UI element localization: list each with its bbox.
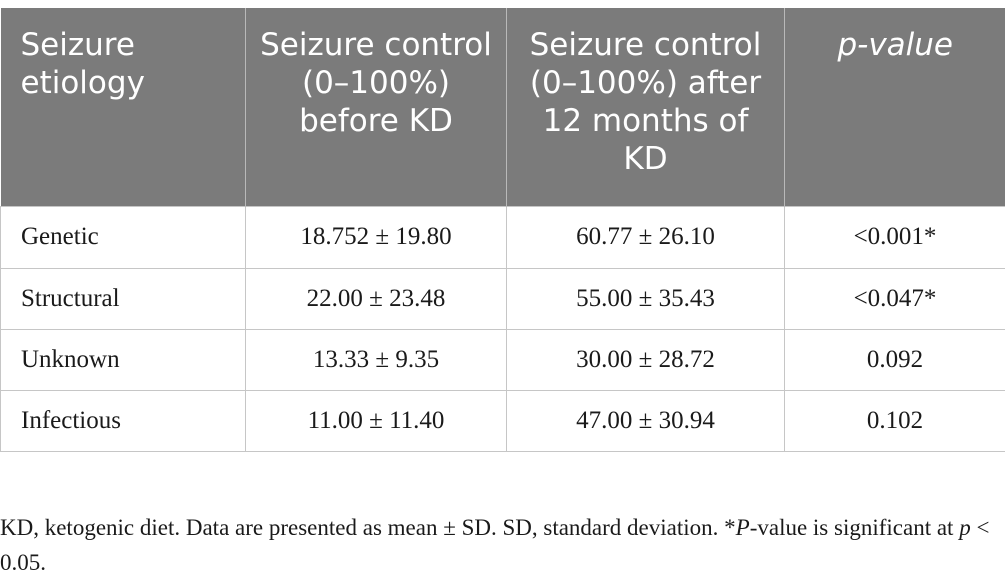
cell-before: 22.00 ± 23.48 bbox=[245, 267, 507, 330]
cell-after: 60.77 ± 26.10 bbox=[506, 205, 785, 269]
cell-before: 11.00 ± 11.40 bbox=[245, 389, 507, 452]
cell-etiology: Structural bbox=[0, 267, 246, 330]
table-header: Seizure etiology Seizure control (0–100%… bbox=[0, 8, 1005, 206]
table-body: Genetic 18.752 ± 19.80 60.77 ± 26.10 <0.… bbox=[0, 205, 1005, 452]
cell-p-value: <0.001* bbox=[784, 205, 1005, 269]
data-table-container: Seizure etiology Seizure control (0–100%… bbox=[0, 8, 1005, 452]
header-control-after: Seizure control (0–100%) after 12 months… bbox=[506, 8, 785, 206]
cell-after: 55.00 ± 35.43 bbox=[506, 267, 785, 330]
cell-etiology: Unknown bbox=[0, 328, 246, 391]
table-row: Genetic 18.752 ± 19.80 60.77 ± 26.10 <0.… bbox=[0, 205, 1005, 269]
table-row: Structural 22.00 ± 23.48 55.00 ± 35.43 <… bbox=[0, 267, 1005, 330]
cell-before: 18.752 ± 19.80 bbox=[245, 205, 507, 269]
footnote-text-3: < 0.05. bbox=[0, 515, 990, 575]
header-control-before: Seizure control (0–100%) before KD bbox=[245, 8, 507, 206]
cell-etiology: Genetic bbox=[0, 205, 246, 269]
header-p-value: p-value bbox=[784, 8, 1005, 206]
header-row: Seizure etiology Seizure control (0–100%… bbox=[0, 8, 1005, 206]
footnote-text-2: -value is significant at bbox=[749, 515, 960, 540]
cell-p-value: 0.102 bbox=[784, 389, 1005, 452]
footnote-p-lower: p bbox=[959, 515, 971, 540]
cell-p-value: <0.047* bbox=[784, 267, 1005, 330]
table-row: Infectious 11.00 ± 11.40 47.00 ± 30.94 0… bbox=[0, 389, 1005, 452]
table-row: Unknown 13.33 ± 9.35 30.00 ± 28.72 0.092 bbox=[0, 328, 1005, 391]
header-seizure-etiology: Seizure etiology bbox=[0, 8, 246, 206]
footnote-p-capital: P bbox=[735, 515, 750, 540]
cell-after: 30.00 ± 28.72 bbox=[506, 328, 785, 391]
cell-before: 13.33 ± 9.35 bbox=[245, 328, 507, 391]
cell-etiology: Infectious bbox=[0, 389, 246, 452]
table-footnote: KD, ketogenic diet. Data are presented a… bbox=[0, 510, 1000, 580]
footnote-text-1: KD, ketogenic diet. Data are presented a… bbox=[0, 515, 736, 540]
cell-after: 47.00 ± 30.94 bbox=[506, 389, 785, 452]
seizure-control-table: Seizure etiology Seizure control (0–100%… bbox=[0, 8, 1005, 452]
cell-p-value: 0.092 bbox=[784, 328, 1005, 391]
